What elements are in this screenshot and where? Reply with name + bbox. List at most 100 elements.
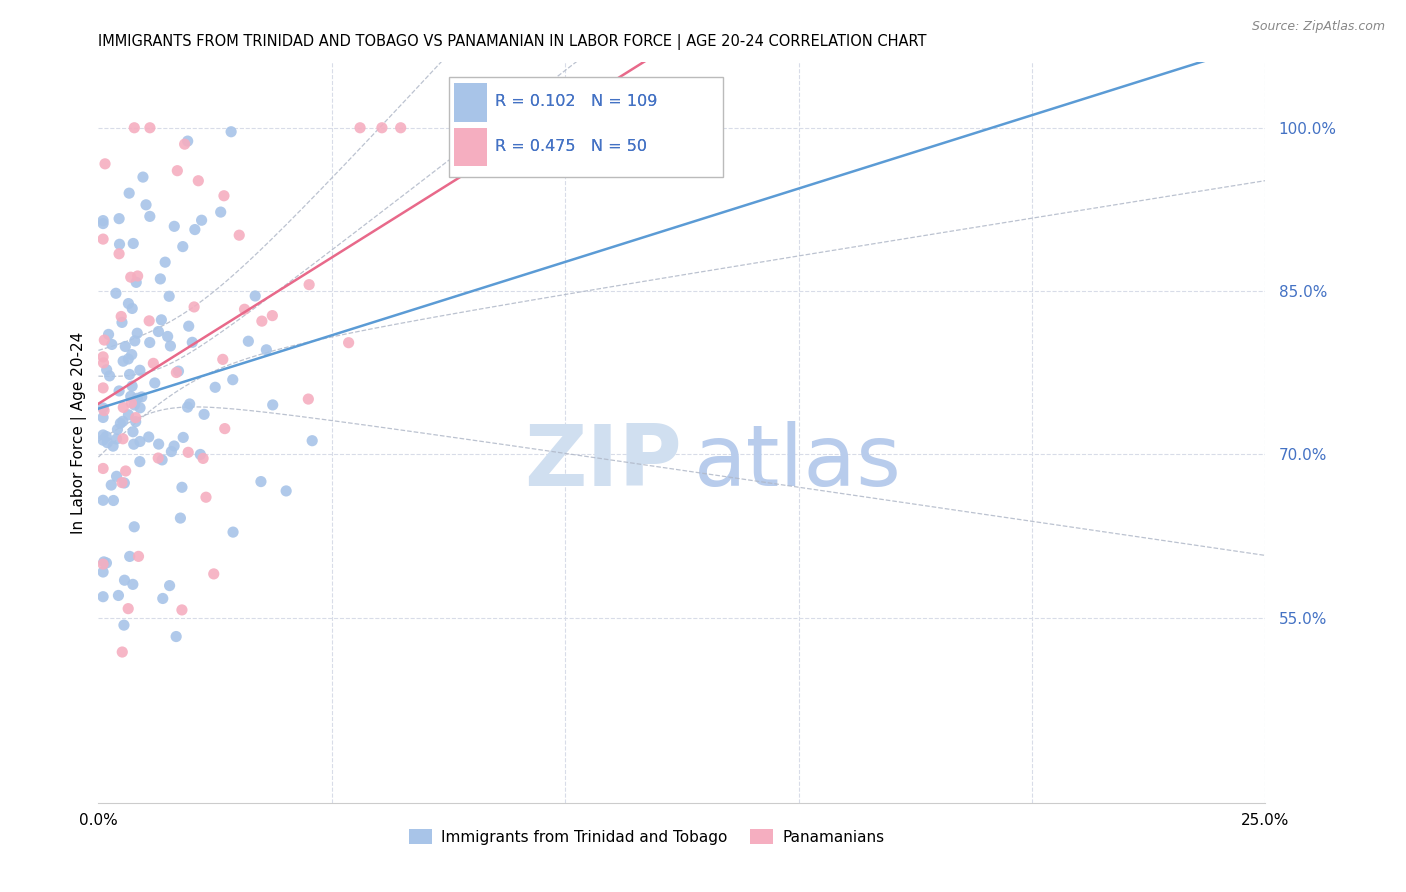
Point bbox=[120, 396, 142, 410]
Point bbox=[188, 447, 211, 461]
Point bbox=[118, 186, 141, 201]
Point bbox=[110, 417, 132, 431]
Point bbox=[122, 437, 145, 451]
Point bbox=[173, 137, 195, 152]
Point bbox=[202, 566, 225, 581]
Text: Source: ZipAtlas.com: Source: ZipAtlas.com bbox=[1251, 20, 1385, 33]
Point bbox=[93, 555, 115, 569]
Point bbox=[108, 237, 131, 252]
Point bbox=[96, 429, 118, 443]
Point bbox=[93, 356, 115, 370]
Point bbox=[101, 439, 124, 453]
Point bbox=[138, 314, 160, 328]
Point bbox=[97, 327, 120, 342]
Point bbox=[125, 415, 148, 429]
Point bbox=[127, 392, 149, 406]
Point bbox=[183, 300, 205, 314]
Point bbox=[139, 120, 162, 135]
Point bbox=[93, 403, 115, 417]
Point bbox=[91, 213, 114, 227]
Point bbox=[389, 120, 412, 135]
Point bbox=[117, 601, 139, 615]
Point bbox=[101, 337, 124, 351]
Point bbox=[91, 428, 114, 442]
Point bbox=[160, 444, 183, 458]
Point bbox=[114, 464, 136, 478]
Point bbox=[125, 410, 148, 425]
Point bbox=[91, 590, 114, 604]
Point bbox=[91, 493, 114, 508]
Point bbox=[121, 577, 143, 591]
Point bbox=[111, 315, 134, 329]
Point bbox=[211, 352, 233, 367]
Point bbox=[159, 339, 181, 353]
Point bbox=[139, 210, 162, 224]
Bar bbox=[454, 83, 486, 121]
Point bbox=[181, 335, 204, 350]
Point bbox=[107, 589, 129, 603]
Point bbox=[163, 219, 186, 234]
Point bbox=[114, 339, 136, 353]
Point bbox=[245, 289, 267, 303]
Point bbox=[149, 272, 172, 286]
Point bbox=[125, 276, 148, 290]
Point bbox=[111, 645, 134, 659]
Point bbox=[337, 335, 360, 350]
Point bbox=[91, 232, 114, 246]
Point bbox=[222, 373, 245, 387]
Point bbox=[100, 478, 122, 492]
Point bbox=[209, 205, 232, 219]
Point bbox=[143, 376, 166, 390]
Point bbox=[91, 565, 114, 579]
Point bbox=[152, 591, 174, 606]
Point bbox=[195, 490, 218, 504]
Point bbox=[91, 381, 114, 395]
Point bbox=[150, 453, 173, 467]
Point bbox=[167, 364, 190, 378]
Legend: Immigrants from Trinidad and Tobago, Panamanians: Immigrants from Trinidad and Tobago, Pan… bbox=[404, 822, 891, 851]
Text: IMMIGRANTS FROM TRINIDAD AND TOBAGO VS PANAMANIAN IN LABOR FORCE | AGE 20-24 COR: IMMIGRANTS FROM TRINIDAD AND TOBAGO VS P… bbox=[98, 34, 927, 50]
Point bbox=[91, 401, 114, 415]
Point bbox=[124, 334, 146, 348]
Point bbox=[121, 301, 143, 316]
Point bbox=[135, 198, 157, 212]
Point bbox=[172, 430, 194, 444]
Text: ZIP: ZIP bbox=[524, 421, 682, 504]
Point bbox=[193, 408, 215, 422]
Point bbox=[91, 217, 114, 231]
Point bbox=[163, 439, 186, 453]
Point bbox=[124, 398, 146, 412]
Point bbox=[169, 511, 191, 525]
Point bbox=[250, 475, 273, 489]
Point bbox=[371, 120, 394, 135]
Point bbox=[120, 270, 142, 285]
Point bbox=[254, 343, 277, 357]
Point bbox=[222, 525, 245, 540]
Point bbox=[157, 289, 180, 303]
Text: R = 0.102   N = 109: R = 0.102 N = 109 bbox=[495, 95, 658, 109]
Point bbox=[262, 398, 284, 412]
Point bbox=[301, 434, 323, 448]
Point bbox=[190, 213, 212, 227]
Text: atlas: atlas bbox=[693, 421, 901, 504]
Point bbox=[150, 313, 173, 327]
Point bbox=[212, 188, 235, 202]
Point bbox=[219, 125, 242, 139]
Point bbox=[105, 469, 128, 483]
Point bbox=[148, 325, 170, 339]
Point bbox=[108, 247, 131, 261]
Point bbox=[349, 120, 371, 135]
Point bbox=[159, 579, 181, 593]
Point bbox=[276, 483, 298, 498]
Point bbox=[91, 461, 114, 475]
Point bbox=[91, 557, 114, 571]
Point bbox=[114, 573, 136, 587]
Point bbox=[148, 451, 170, 466]
Point bbox=[105, 432, 128, 446]
Point bbox=[187, 174, 209, 188]
Point bbox=[138, 335, 160, 350]
Point bbox=[156, 329, 179, 343]
Point bbox=[214, 422, 236, 436]
Point bbox=[117, 296, 139, 310]
Point bbox=[128, 549, 150, 564]
